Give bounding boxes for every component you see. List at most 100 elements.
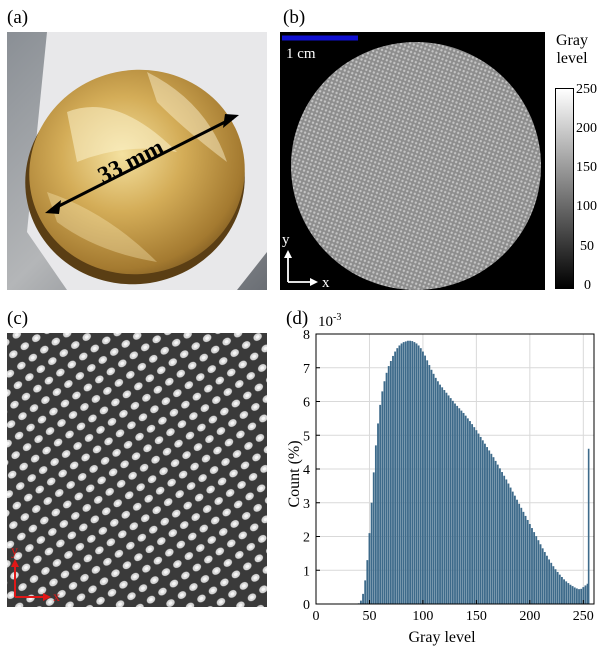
exponent-base: 10 [318, 314, 333, 330]
histogram-bar [426, 360, 429, 604]
colorbar-ticks: 250 200 150 100 50 0 [576, 82, 602, 294]
histogram-bar [524, 515, 527, 604]
histogram-bar [573, 587, 576, 604]
histogram-bar [518, 503, 521, 604]
gold-disk-photo: 33 mm [7, 32, 267, 290]
colorbar-tick: 150 [576, 160, 597, 175]
histogram-bar [537, 540, 540, 604]
histogram-bar [398, 345, 401, 604]
histogram-bar [498, 468, 501, 604]
histogram-bar [454, 403, 456, 604]
histogram-bar [563, 579, 565, 604]
y-tick-label: 6 [303, 396, 310, 411]
histogram-bar [561, 577, 563, 604]
histogram-bar [436, 381, 439, 604]
histogram-bar [456, 405, 459, 604]
histogram-bar [374, 445, 377, 604]
histogram-bar [484, 443, 486, 604]
histogram-bar [580, 588, 583, 604]
histogram-bar [481, 440, 484, 604]
y-tick-label: 7 [303, 362, 310, 377]
histogram-bar [359, 600, 362, 604]
histogram-bar [392, 355, 394, 604]
histogram-bar [445, 392, 448, 604]
histogram-bar [494, 460, 497, 604]
histogram-bar [587, 448, 590, 604]
histogram-bar [578, 589, 580, 604]
histogram-bar [466, 418, 469, 604]
histogram-bar [522, 511, 525, 604]
bars [357, 340, 590, 604]
histogram-bar [556, 571, 559, 604]
histogram-bar [460, 410, 463, 604]
histogram-bar [543, 552, 546, 604]
histogram-bar [415, 343, 418, 604]
histogram-bar [383, 381, 386, 604]
histogram-bar [447, 395, 450, 604]
axis-y-label-c: y [11, 544, 18, 559]
histogram-bar [501, 472, 503, 604]
y-tick-label: 1 [303, 564, 310, 579]
histogram-bar [584, 585, 587, 604]
histogram-bar [396, 348, 399, 604]
x-tick-label: 100 [412, 609, 433, 624]
x-tick-label: 200 [519, 609, 540, 624]
y-axis-label: Count (%) [286, 440, 303, 507]
histogram-bar [473, 427, 476, 604]
histogram-bar [488, 450, 491, 604]
histogram-bar [490, 453, 493, 604]
histogram-bar [505, 479, 508, 604]
panel-c-label: (c) [7, 308, 29, 329]
histogram-bar [548, 559, 551, 604]
axes: 0 50 100 150 200 250 0 1 2 3 4 5 6 7 8 [303, 328, 595, 624]
x-tick-label: 150 [466, 609, 487, 624]
panel-d-label: (d) [286, 308, 309, 329]
histogram-bar [586, 583, 589, 604]
histogram-bar [554, 569, 557, 604]
axis-x-label: x [322, 275, 330, 290]
histogram-bar [430, 369, 433, 604]
histogram-bar [413, 342, 416, 604]
colorbar-title: Gray level [556, 32, 588, 68]
colorbar-tick: 0 [584, 278, 591, 293]
x-tick-label: 250 [573, 609, 594, 624]
histogram-bar [520, 507, 523, 604]
histogram-bar [528, 524, 531, 604]
histogram-bar [394, 351, 397, 604]
histogram-bar [370, 502, 373, 604]
histogram-bar [546, 555, 548, 604]
histogram-bar [417, 345, 420, 604]
colorbar-title-line2: level [556, 50, 588, 67]
histogram-bar [424, 355, 426, 604]
histogram-bar [565, 581, 568, 604]
exponent-power: -3 [333, 312, 342, 323]
histogram-bar [552, 566, 555, 604]
histogram-bar [400, 343, 403, 604]
histogram-bar [513, 495, 516, 604]
panel-a-label: (a) [7, 7, 29, 28]
histogram-bar [443, 390, 446, 604]
colorbar-tick: 250 [576, 82, 597, 97]
histogram-bar [377, 423, 379, 604]
histogram-bar [535, 536, 538, 604]
colorbar-tick: 50 [580, 239, 594, 254]
histogram-bar [411, 341, 414, 604]
histogram-bar [471, 424, 474, 604]
histogram-bar [381, 391, 384, 604]
colorbar-tick: 100 [576, 199, 597, 214]
lattice-zoom-image: y x [7, 333, 267, 607]
histogram-bar [533, 532, 536, 604]
histogram-bar [449, 398, 452, 604]
histogram-bar [575, 588, 578, 604]
colorbar-tick: 200 [576, 121, 597, 136]
histogram-bar [569, 584, 572, 604]
histogram-bar [507, 483, 510, 604]
y-tick-label: 3 [303, 497, 310, 512]
histogram-bar [567, 583, 570, 604]
histogram-bar [389, 361, 392, 604]
histogram-bar [407, 340, 409, 604]
histogram-bar [511, 491, 514, 604]
histogram-bar [509, 487, 512, 604]
histogram-bar [469, 421, 471, 604]
y-tick-label: 0 [303, 598, 310, 613]
